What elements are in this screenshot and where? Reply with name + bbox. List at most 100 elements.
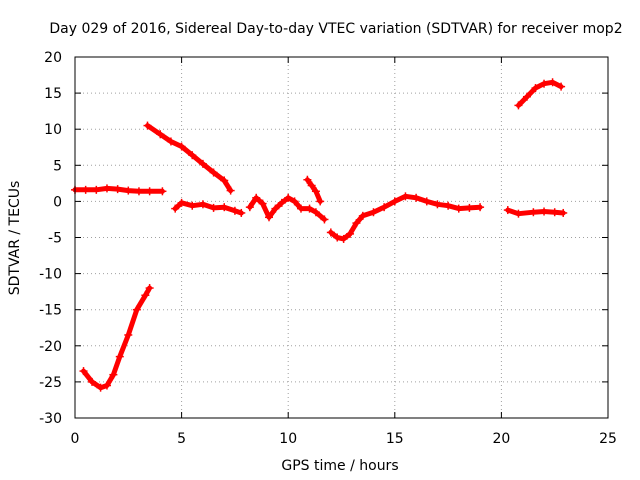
data-point xyxy=(422,197,431,206)
data-point xyxy=(369,208,378,217)
chart-title: Day 029 of 2016, Sidereal Day-to-day VTE… xyxy=(49,21,622,37)
x-tick-label: 10 xyxy=(279,431,297,447)
series-arc-6 xyxy=(304,177,323,204)
data-point xyxy=(198,200,207,209)
data-point xyxy=(124,186,133,195)
y-tick-label: -5 xyxy=(48,231,62,247)
plot-frame xyxy=(74,56,609,419)
data-point xyxy=(171,204,180,213)
data-point xyxy=(237,208,246,217)
data-point xyxy=(305,204,314,213)
y-tick-label: -25 xyxy=(39,375,62,391)
y-axis-title: SDTVAR / TECUs xyxy=(7,181,23,296)
data-point xyxy=(226,186,235,195)
x-axis-title: GPS time / hours xyxy=(281,458,398,474)
data-point xyxy=(143,121,152,130)
data-point xyxy=(96,383,105,392)
data-point xyxy=(284,193,293,202)
data-point xyxy=(198,159,207,168)
y-tick-label: 15 xyxy=(44,86,62,102)
data-point xyxy=(102,381,111,390)
data-point xyxy=(433,200,442,209)
y-tick-label: -15 xyxy=(39,303,62,319)
data-point xyxy=(271,204,280,213)
data-point xyxy=(277,198,286,207)
data-point xyxy=(252,193,261,202)
data-point xyxy=(290,197,299,206)
data-point xyxy=(258,199,267,208)
data-point xyxy=(559,208,568,217)
data-point xyxy=(88,377,97,386)
y-tick-label: 0 xyxy=(53,194,62,210)
data-point xyxy=(113,185,122,194)
x-tick-label: 0 xyxy=(71,431,80,447)
data-point xyxy=(92,185,101,194)
data-point xyxy=(209,203,218,212)
data-point xyxy=(124,330,133,339)
data-point xyxy=(514,209,523,218)
data-point xyxy=(380,203,389,212)
y-tick-label: -10 xyxy=(39,267,62,283)
series-arc-2 xyxy=(81,285,153,391)
data-point xyxy=(358,211,367,220)
data-point xyxy=(102,184,111,193)
tick-labels: 0 5 10 15 20 25 -30 -25 -20 -15 -10 -5 0 5 10 15 20 xyxy=(39,50,617,447)
data-point xyxy=(311,208,320,217)
x-tick-label: 5 xyxy=(177,431,186,447)
data-point xyxy=(540,207,549,216)
data-point xyxy=(177,142,186,151)
data-point xyxy=(352,219,361,228)
data-point xyxy=(296,204,305,213)
data-point xyxy=(303,175,312,184)
y-tick-label: 20 xyxy=(44,50,62,66)
data-point xyxy=(514,101,523,110)
data-point xyxy=(548,78,557,87)
data-point xyxy=(209,168,218,177)
data-point xyxy=(326,228,335,237)
data-point xyxy=(333,233,342,242)
x-tick-label: 20 xyxy=(492,431,510,447)
data-point xyxy=(220,203,229,212)
data-point xyxy=(540,79,549,88)
data-point xyxy=(109,370,118,379)
data-point xyxy=(390,197,399,206)
x-tick-label: 15 xyxy=(386,431,404,447)
data-point xyxy=(145,284,154,293)
data-point xyxy=(454,204,463,213)
data-point xyxy=(156,130,165,139)
data-point xyxy=(557,82,566,91)
data-point xyxy=(188,201,197,210)
data-point xyxy=(134,187,143,196)
x-tick-label: 25 xyxy=(599,431,617,447)
y-tick-label: 10 xyxy=(44,122,62,138)
data-point xyxy=(444,201,453,210)
data-series xyxy=(71,78,568,392)
data-point xyxy=(307,181,316,190)
data-point xyxy=(166,137,175,146)
data-point xyxy=(132,305,141,314)
data-point xyxy=(316,197,325,206)
data-point xyxy=(188,151,197,160)
data-point xyxy=(346,229,355,238)
data-point xyxy=(465,203,474,212)
data-point xyxy=(522,92,531,101)
data-point xyxy=(529,208,538,217)
data-point xyxy=(401,192,410,201)
data-point xyxy=(145,187,154,196)
data-point xyxy=(158,187,167,196)
data-point xyxy=(320,215,329,224)
y-tick-label: -20 xyxy=(39,339,62,355)
data-point xyxy=(531,84,540,93)
data-point xyxy=(311,187,320,196)
grid-lines xyxy=(75,57,608,418)
data-point xyxy=(550,208,559,217)
data-point xyxy=(220,176,229,185)
data-point xyxy=(79,367,88,376)
data-point xyxy=(141,291,150,300)
data-point xyxy=(245,203,254,212)
data-point xyxy=(476,203,485,212)
data-point xyxy=(265,213,274,222)
data-point xyxy=(177,198,186,207)
